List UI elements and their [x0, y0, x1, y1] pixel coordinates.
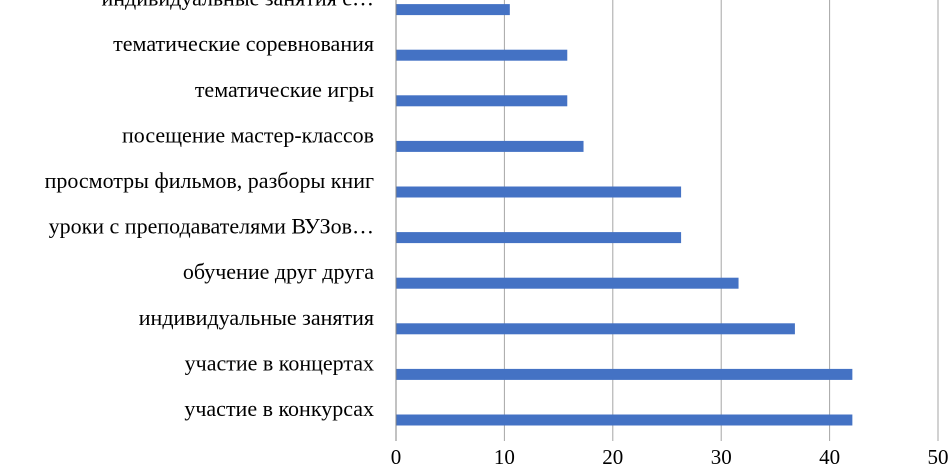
category-label: индивидуальные занятия — [139, 305, 374, 330]
x-tick-label: 0 — [391, 445, 402, 467]
category-label: тематические соревнования — [113, 31, 374, 56]
x-tick-label: 50 — [928, 445, 949, 467]
x-tick-label: 20 — [602, 445, 623, 467]
bar — [396, 368, 853, 380]
category-label: участие в конкурсах — [184, 396, 374, 421]
x-tick-label: 40 — [819, 445, 840, 467]
category-labels: участие в конкурсах участие в концертах ин… — [45, 0, 375, 421]
bar — [396, 4, 510, 16]
category-label: тематические игры — [195, 77, 374, 102]
bar — [396, 95, 568, 107]
x-gridlines — [503, 0, 939, 441]
bar — [396, 49, 568, 61]
bars — [396, 4, 853, 426]
bar — [396, 414, 853, 426]
x-tick-label: 10 — [494, 445, 515, 467]
category-label: участие в концертах — [185, 350, 374, 375]
bar — [396, 277, 739, 289]
category-label: обучение друг друга — [183, 259, 374, 284]
category-label: индивидуальные занятия с… — [102, 0, 375, 11]
category-label: уроки с преподавателями ВУЗов… — [49, 214, 374, 239]
category-label: просмотры фильмов, разборы книг — [45, 168, 374, 193]
bar — [396, 186, 682, 198]
x-tick-labels: 0 10 20 30 40 50 — [391, 445, 949, 467]
x-tick-label: 30 — [711, 445, 732, 467]
bar — [396, 232, 682, 244]
bar — [396, 140, 584, 152]
category-label: посещение мастер-классов — [122, 122, 374, 147]
bar — [396, 323, 795, 335]
